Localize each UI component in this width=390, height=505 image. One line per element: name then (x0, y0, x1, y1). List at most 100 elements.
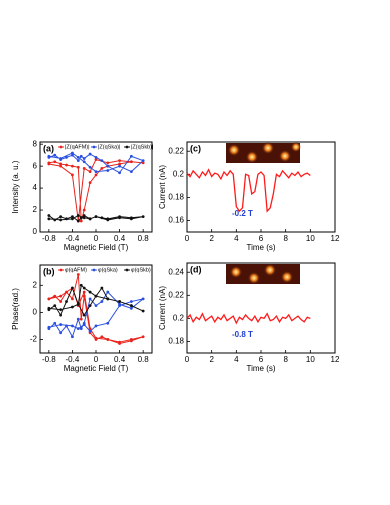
x-tick-label: 0.4 (114, 234, 126, 243)
legend-marker (125, 268, 129, 272)
x-tick-label: 8 (283, 234, 288, 243)
data-point (76, 155, 80, 159)
data-point (59, 331, 63, 335)
y-axis-title: Current (nA) (158, 165, 167, 209)
panel-label: (d) (190, 264, 202, 274)
data-point (88, 170, 92, 174)
inset-image-c (226, 142, 301, 163)
y-tick-label: 2 (33, 205, 38, 214)
legend-label: φ(qAFM) (65, 267, 87, 273)
annotation: -0.2 T (232, 209, 253, 218)
x-axis-title: Magnetic Field (T) (64, 364, 129, 373)
data-point (53, 153, 57, 157)
data-point (129, 304, 133, 308)
y-tick-label: 0.18 (168, 337, 184, 346)
data-point (141, 309, 145, 313)
data-point (59, 162, 63, 166)
y-tick-label: 0.24 (168, 267, 184, 276)
data-point (118, 216, 121, 220)
y-axis-title: Phase(rad.) (11, 288, 20, 330)
data-point (118, 304, 121, 308)
data-point (82, 157, 86, 160)
x-tick-label: -0.4 (66, 355, 80, 364)
data-point (100, 166, 104, 170)
data-point (47, 217, 51, 221)
data-point (71, 335, 74, 339)
data-point (65, 324, 68, 328)
x-tick-label: 8 (283, 355, 288, 364)
data-point (129, 339, 133, 343)
data-point (79, 327, 83, 331)
data-point (129, 154, 133, 158)
data-point (47, 214, 51, 217)
data-point (82, 166, 86, 170)
data-point (100, 286, 104, 290)
data-point (53, 304, 57, 308)
series-line (48, 284, 144, 317)
data-point (59, 215, 63, 219)
data-point (65, 290, 68, 294)
data-point (100, 300, 104, 303)
x-tick-label: -0.8 (42, 234, 56, 243)
data-point (71, 215, 74, 219)
data-point (82, 208, 86, 212)
data-point (71, 305, 74, 309)
series-line (186, 168, 311, 213)
x-tick-label: 6 (259, 234, 264, 243)
data-point (94, 294, 98, 298)
data-point (65, 155, 68, 159)
y-tick-label: 0 (33, 227, 38, 236)
legend-marker (92, 145, 96, 149)
data-point (59, 157, 63, 160)
x-tick-label: 0 (185, 355, 190, 364)
data-point (76, 327, 80, 331)
data-point (118, 171, 121, 175)
data-point (100, 335, 104, 339)
data-point (47, 306, 51, 310)
data-point (82, 214, 86, 217)
data-point (106, 218, 110, 222)
data-point (59, 323, 63, 326)
data-point (71, 324, 74, 328)
inset-image-d (226, 264, 300, 284)
legend-label: |Z(qAFM)| (65, 144, 90, 150)
data-point (129, 170, 133, 174)
legend-label: φ(qSka) (98, 267, 118, 273)
data-point (106, 297, 110, 301)
x-axis-title: Magnetic Field (T) (64, 243, 129, 252)
data-point (76, 159, 80, 163)
data-point (71, 164, 74, 168)
data-point (88, 152, 92, 156)
data-point (71, 151, 74, 155)
x-tick-label: 2 (209, 234, 214, 243)
panel-label: (a) (43, 143, 54, 153)
data-point (76, 214, 80, 217)
data-point (118, 162, 121, 166)
data-point (76, 273, 80, 276)
data-point (82, 323, 86, 326)
data-point (65, 217, 68, 221)
x-tick-label: 4 (234, 234, 239, 243)
x-tick-label: 6 (259, 355, 264, 364)
data-point (82, 313, 86, 317)
y-tick-label: 6 (33, 161, 38, 170)
legend-label: |Z(qSka)| (98, 144, 120, 150)
data-point (79, 317, 83, 321)
legend-marker (125, 145, 129, 149)
x-axis-title: Time (s) (246, 243, 275, 252)
data-point (59, 164, 63, 168)
legend-label: φ(qSkb) (131, 267, 151, 273)
data-point (71, 153, 74, 157)
data-point (88, 217, 92, 221)
y-tick-label: 4 (33, 183, 38, 192)
data-point (47, 325, 51, 329)
data-point (129, 160, 133, 164)
legend-label: |Z(qSkb)| (131, 144, 153, 150)
data-point (88, 329, 92, 333)
data-point (88, 290, 92, 294)
data-point (65, 300, 68, 303)
data-point (82, 286, 86, 290)
data-point (82, 294, 86, 298)
series-line (48, 152, 145, 174)
